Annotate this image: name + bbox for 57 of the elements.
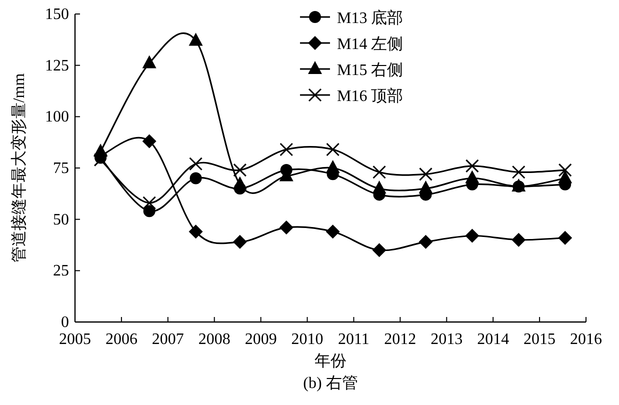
y-tick-label: 150: [45, 6, 69, 23]
text: (b) 右管: [303, 375, 358, 392]
point: [418, 180, 433, 194]
y-tick-label: 25: [53, 262, 69, 280]
y-axis-title: 管道接缝年最大变形量/mm: [10, 72, 28, 263]
point: [465, 228, 480, 243]
legend-label: M14 左侧: [337, 36, 404, 53]
point: [372, 180, 386, 194]
x-tick-label: 2015: [524, 331, 556, 348]
point: [512, 165, 526, 179]
x-tick-label: 2010: [291, 331, 324, 348]
y-tick-label: 0: [61, 314, 69, 331]
point: [188, 32, 203, 46]
x-tick-label: 2007: [152, 331, 184, 348]
point: [233, 163, 247, 177]
point: [232, 234, 247, 249]
x-tick-label: 2006: [105, 331, 138, 348]
x-axis-title: 年份: [314, 353, 346, 370]
legend-label: M15 右侧: [337, 62, 404, 79]
point: [326, 160, 340, 173]
x-tick-label: 2016: [570, 331, 602, 348]
point: [558, 163, 572, 177]
point: [418, 167, 432, 181]
point: [558, 170, 572, 184]
x-tick-label: 2009: [244, 331, 277, 348]
x-tick-label: 2012: [384, 331, 416, 348]
x-tick-label: 2011: [338, 331, 370, 348]
point: [232, 176, 247, 190]
point: [142, 196, 156, 210]
point: [142, 134, 156, 148]
point: [512, 232, 526, 247]
point: [190, 172, 202, 184]
point: [189, 157, 203, 171]
y-tick-label: 75: [53, 160, 69, 177]
point: [143, 205, 156, 218]
point: [465, 170, 480, 184]
x-tick-label: 2005: [59, 331, 91, 348]
y-tick-label: 100: [45, 108, 69, 126]
point: [94, 153, 108, 167]
point: [279, 220, 294, 235]
point: [326, 142, 340, 156]
point: [372, 165, 386, 179]
legend-label: M16 顶部: [337, 87, 404, 105]
point: [280, 142, 294, 156]
point: [558, 230, 572, 245]
point: [188, 224, 203, 239]
x-tick-label: 2014: [477, 331, 510, 348]
legend-label: M13 底部: [337, 9, 404, 27]
point: [418, 234, 433, 249]
x-tick-label: 2013: [430, 331, 463, 348]
y-tick-label: 50: [53, 211, 69, 228]
point: [326, 224, 340, 239]
point: [142, 55, 156, 68]
y-tick-label: 125: [45, 57, 69, 74]
point: [465, 159, 479, 173]
point: [372, 243, 386, 258]
x-tick-label: 2008: [198, 331, 230, 348]
